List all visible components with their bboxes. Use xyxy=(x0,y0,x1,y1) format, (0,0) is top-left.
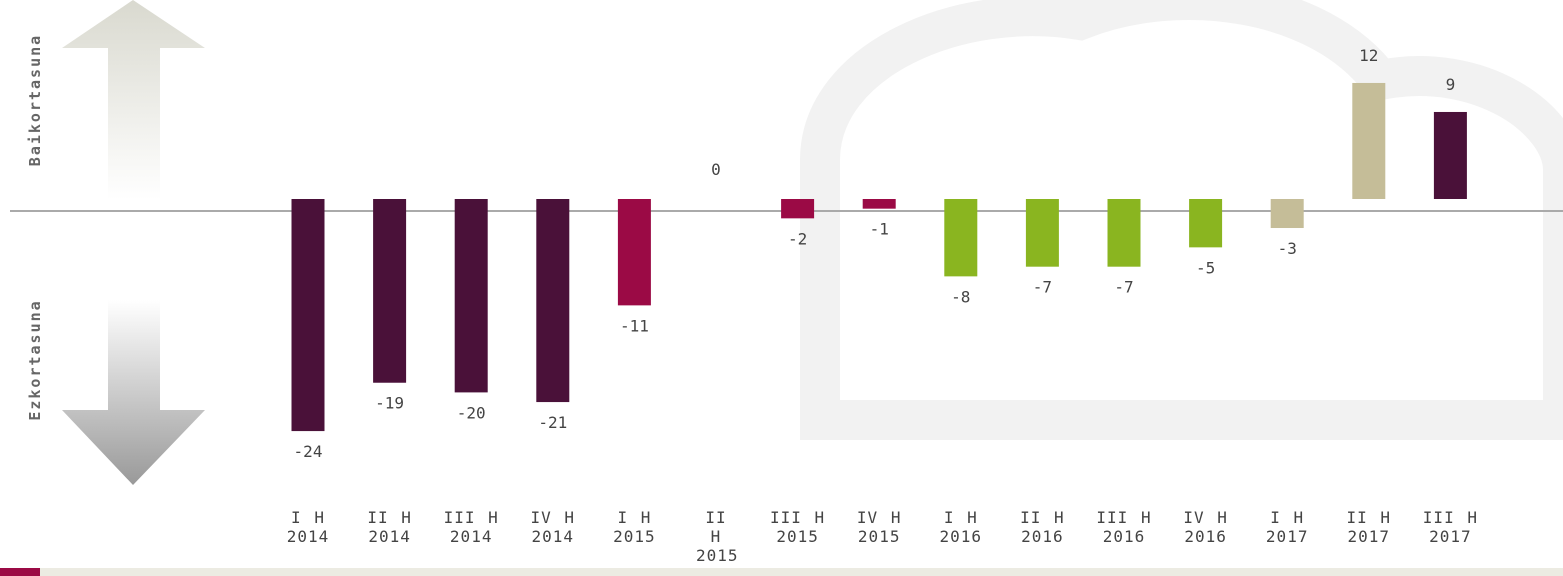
value-label: -8 xyxy=(951,287,970,306)
x-tick-label: I H 2015 xyxy=(613,508,656,546)
x-tick-label: III H 2017 xyxy=(1422,508,1478,546)
bar xyxy=(1025,199,1059,267)
x-tick-label: III H 2015 xyxy=(770,508,826,546)
x-tick-label: II H 2014 xyxy=(367,508,412,546)
axis-label-top: Baikortasuna xyxy=(26,34,44,166)
value-label: -5 xyxy=(1196,258,1215,277)
bar xyxy=(1433,111,1467,199)
x-tick-label: III H 2016 xyxy=(1096,508,1152,546)
value-label: -11 xyxy=(620,316,649,335)
bar xyxy=(1352,82,1386,199)
x-tick-label: I H 2016 xyxy=(939,508,983,546)
background-cloud xyxy=(800,0,1563,440)
bar xyxy=(1107,199,1141,267)
bar xyxy=(781,199,815,219)
up-arrow xyxy=(62,0,205,200)
bar xyxy=(1189,199,1223,248)
bar xyxy=(291,199,325,432)
x-tick-label: II H 2017 xyxy=(1346,508,1392,546)
x-tick-label: IV H 2014 xyxy=(530,508,576,546)
bar xyxy=(944,199,978,277)
value-label: -7 xyxy=(1033,278,1052,297)
value-label: -2 xyxy=(788,229,807,248)
bar xyxy=(617,199,651,306)
x-tick-label: II H 2016 xyxy=(1020,508,1065,546)
value-label: 9 xyxy=(1446,75,1456,94)
x-tick-label: IV H 2016 xyxy=(1183,508,1228,546)
footer-bar xyxy=(0,568,1563,576)
value-label: -19 xyxy=(375,394,404,413)
x-tick-label: I H 2014 xyxy=(286,508,330,546)
value-label: -24 xyxy=(294,442,323,461)
value-label: -20 xyxy=(457,403,486,422)
value-label: 0 xyxy=(711,160,721,179)
bar xyxy=(373,199,407,383)
value-label: 12 xyxy=(1359,46,1378,65)
bar xyxy=(454,199,488,393)
value-label: -21 xyxy=(538,413,567,432)
x-tick-label: II H 2015 xyxy=(696,508,739,565)
x-tick-label: IV H 2015 xyxy=(856,508,902,546)
axis-label-bottom: Ezkortasuna xyxy=(26,299,44,420)
value-label: -7 xyxy=(1114,278,1133,297)
bar xyxy=(536,199,570,403)
bar xyxy=(1270,199,1304,229)
footer-accent xyxy=(0,568,40,576)
down-arrow xyxy=(62,300,205,485)
value-label: -3 xyxy=(1278,239,1297,258)
bar xyxy=(862,199,896,209)
x-tick-label: III H 2014 xyxy=(443,508,499,546)
value-label: -1 xyxy=(870,220,889,239)
x-tick-label: I H 2017 xyxy=(1265,508,1309,546)
